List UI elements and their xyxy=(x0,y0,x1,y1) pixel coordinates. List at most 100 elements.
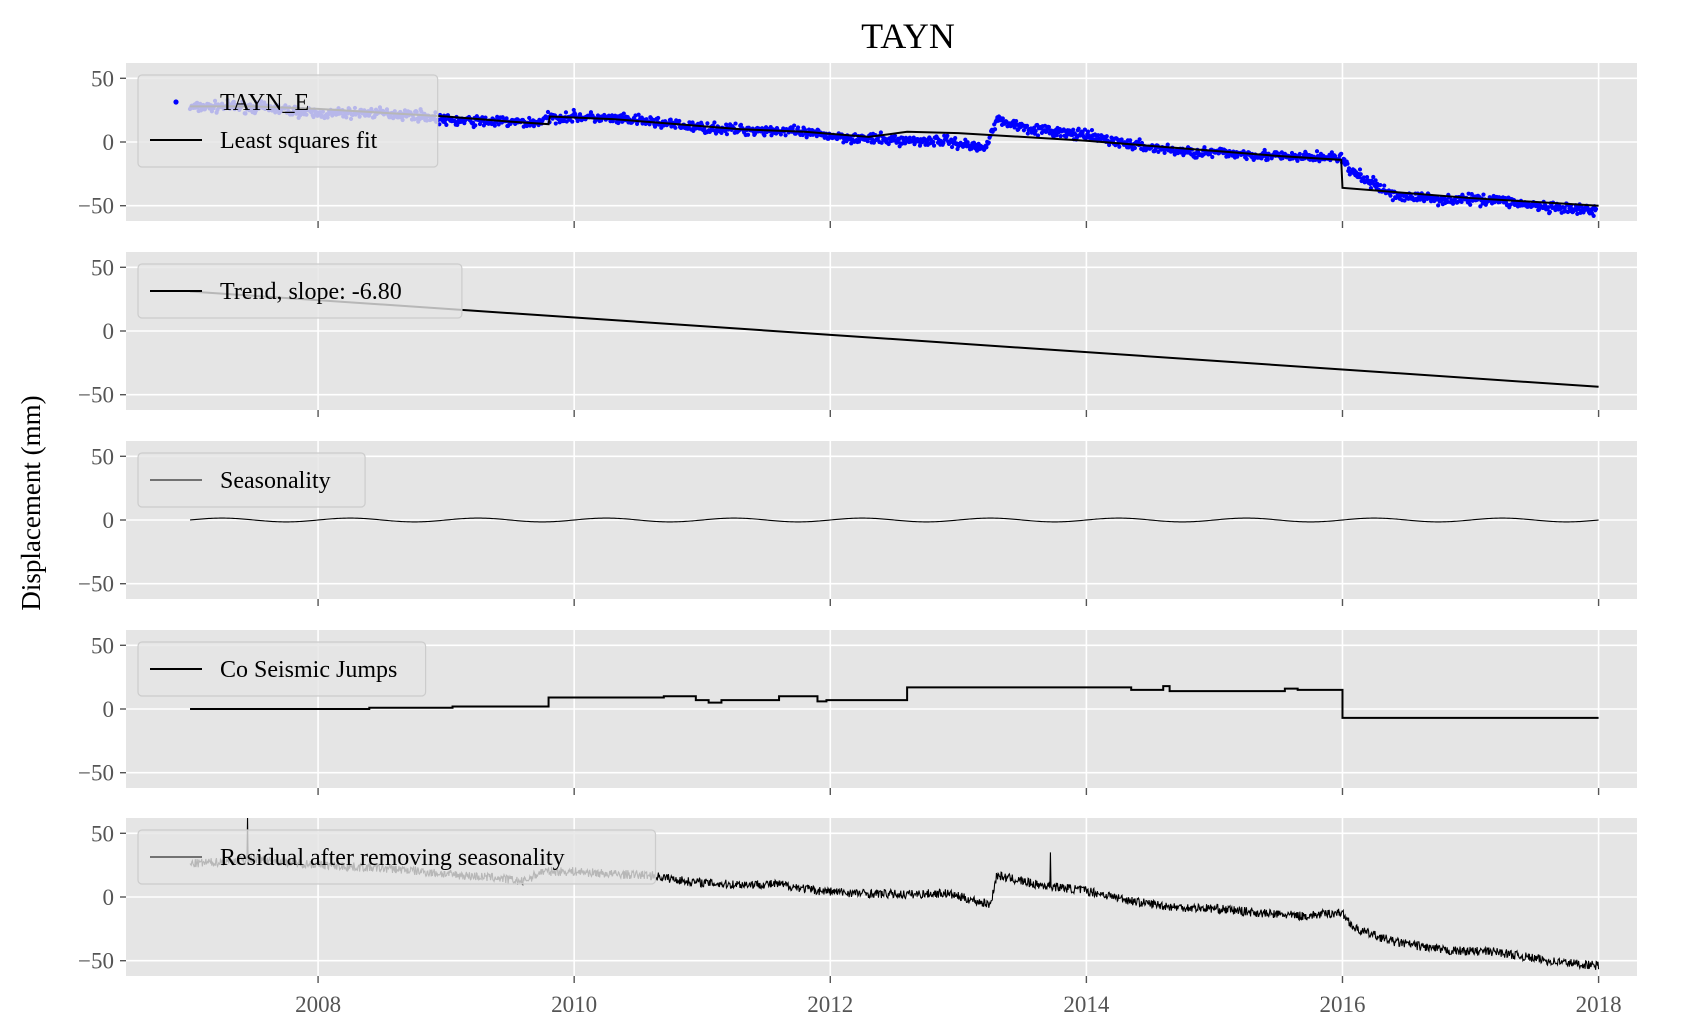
data-point xyxy=(1024,123,1030,128)
data-point xyxy=(1137,137,1142,142)
chart-title: TAYN xyxy=(861,16,955,56)
data-point xyxy=(690,120,695,125)
data-point xyxy=(1295,158,1300,163)
y-tick-label: −50 xyxy=(78,949,114,974)
data-point xyxy=(636,112,641,117)
legend-label: Trend, slope: -6.80 xyxy=(220,279,402,305)
data-point xyxy=(1082,127,1087,132)
data-point xyxy=(1390,198,1395,203)
legend: Seasonality xyxy=(137,452,366,508)
data-point xyxy=(1593,206,1599,212)
data-point xyxy=(616,120,621,126)
legend-label: TAYN_E xyxy=(220,90,309,116)
data-point xyxy=(1089,128,1095,133)
x-tick-label: 2008 xyxy=(295,992,341,1017)
data-point xyxy=(1096,133,1101,138)
y-tick-label: −50 xyxy=(78,383,114,408)
y-tick-label: 0 xyxy=(103,508,115,533)
data-point xyxy=(1012,125,1017,130)
data-point xyxy=(1553,207,1558,213)
data-point xyxy=(886,141,891,147)
data-point xyxy=(1244,156,1249,162)
x-tick-label: 2018 xyxy=(1576,992,1622,1017)
data-point xyxy=(647,122,652,127)
data-point xyxy=(444,122,449,127)
data-point xyxy=(1058,134,1063,139)
data-point xyxy=(1508,202,1513,207)
data-point xyxy=(621,111,626,116)
legend-box xyxy=(137,452,366,508)
data-point xyxy=(713,131,719,136)
series-line-1 xyxy=(190,685,1599,719)
data-point xyxy=(783,133,788,138)
data-point xyxy=(1117,144,1122,149)
data-point xyxy=(1235,154,1240,159)
data-point xyxy=(1207,151,1213,157)
data-point xyxy=(849,141,854,146)
data-point xyxy=(1085,129,1091,134)
data-point xyxy=(1080,130,1085,135)
data-point xyxy=(1445,199,1450,205)
data-point xyxy=(1265,157,1270,162)
y-tick-label: 50 xyxy=(91,255,114,280)
data-point xyxy=(795,125,801,130)
data-point xyxy=(1046,124,1052,130)
data-point xyxy=(1071,127,1076,132)
legend-box xyxy=(137,74,439,168)
y-tick-label: 0 xyxy=(103,697,115,722)
data-point xyxy=(865,139,870,144)
y-tick-label: −50 xyxy=(78,761,114,786)
data-point xyxy=(992,127,998,132)
data-point xyxy=(1317,159,1322,164)
legend-marker xyxy=(173,99,179,105)
panel-1: −50 0 50 TAYN_E Least squares fit xyxy=(78,63,1637,228)
y-tick-label: 0 xyxy=(103,130,115,155)
y-tick-label: 50 xyxy=(91,821,114,846)
data-point xyxy=(778,132,783,137)
data-point xyxy=(738,122,744,127)
data-point xyxy=(986,140,991,145)
x-tick-label: 2012 xyxy=(807,992,853,1017)
data-point xyxy=(1361,175,1367,180)
data-point xyxy=(1156,149,1161,155)
data-point xyxy=(941,140,946,145)
data-point xyxy=(677,118,682,124)
data-point xyxy=(563,110,569,115)
legend-box xyxy=(137,263,463,319)
data-point xyxy=(1466,191,1471,196)
data-point xyxy=(1162,150,1167,155)
data-point xyxy=(443,117,448,122)
data-point xyxy=(1089,136,1094,141)
data-point xyxy=(792,123,797,128)
data-point xyxy=(705,121,710,126)
legend-label: Co Seismic Jumps xyxy=(220,657,397,683)
data-point xyxy=(1128,138,1133,143)
series-line-1 xyxy=(189,517,1599,523)
data-point xyxy=(1436,203,1441,208)
data-point xyxy=(1025,131,1030,136)
data-point xyxy=(545,109,551,115)
data-point xyxy=(1357,167,1363,172)
data-point xyxy=(1339,151,1344,156)
data-point xyxy=(573,112,578,117)
data-point xyxy=(1314,149,1320,154)
data-point xyxy=(553,121,558,126)
legend-label: Seasonality xyxy=(220,468,331,494)
data-point xyxy=(1388,193,1393,198)
data-point xyxy=(878,130,884,135)
y-tick-label: 0 xyxy=(103,319,115,344)
data-point xyxy=(527,115,532,121)
data-point xyxy=(1576,207,1581,212)
data-point xyxy=(1402,198,1407,203)
data-point xyxy=(724,122,729,127)
legend: Co Seismic Jumps xyxy=(137,641,427,697)
data-point xyxy=(1591,213,1596,218)
data-point xyxy=(724,132,730,137)
data-point xyxy=(1014,119,1019,124)
data-point xyxy=(1547,209,1553,215)
data-point xyxy=(1459,199,1464,204)
data-point xyxy=(917,143,923,148)
y-tick-label: 0 xyxy=(103,885,115,910)
panel-3: −50 0 50 Seasonality xyxy=(78,441,1637,606)
